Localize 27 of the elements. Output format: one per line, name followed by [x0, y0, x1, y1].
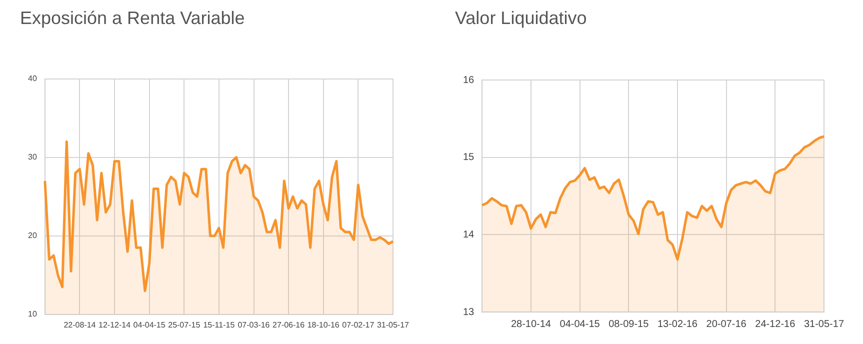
- x-tick-label: 25-07-15: [168, 320, 201, 330]
- x-tick-label: 31-05-17: [376, 320, 410, 330]
- y-tick-label: 14: [463, 229, 475, 240]
- x-tick-label: 08-09-15: [608, 318, 650, 330]
- y-tick-label: 16: [463, 74, 475, 86]
- x-tick-label: 28-10-14: [510, 318, 552, 330]
- x-tick-label: 13-02-16: [657, 318, 698, 330]
- chart-title: Exposición a Renta Variable: [20, 8, 245, 29]
- x-tick-label: 20-07-16: [706, 318, 747, 330]
- y-tick-label: 10: [28, 310, 38, 319]
- x-tick-label: 24-12-16: [755, 318, 796, 330]
- x-tick-label: 18-10-16: [307, 320, 340, 330]
- x-tick-label: 07-03-16: [238, 320, 270, 330]
- x-tick-label: 07-02-17: [342, 320, 375, 330]
- y-tick-label: 30: [28, 152, 38, 162]
- chart-title: Valor Liquidativo: [455, 8, 587, 29]
- x-tick-label: 22-08-14: [64, 320, 96, 330]
- y-tick-label: 20: [28, 231, 38, 240]
- x-tick-label: 15-11-15: [203, 320, 236, 330]
- x-tick-label: 04-04-15: [133, 320, 166, 330]
- y-tick-label: 15: [463, 152, 475, 164]
- x-tick-label: 31-05-17: [804, 318, 844, 330]
- x-tick-label: 04-04-15: [560, 318, 600, 330]
- y-tick-label: 13: [463, 306, 475, 318]
- x-tick-label: 12-12-14: [98, 320, 132, 330]
- y-tick-label: 40: [28, 74, 38, 84]
- x-tick-label: 27-06-16: [272, 320, 306, 330]
